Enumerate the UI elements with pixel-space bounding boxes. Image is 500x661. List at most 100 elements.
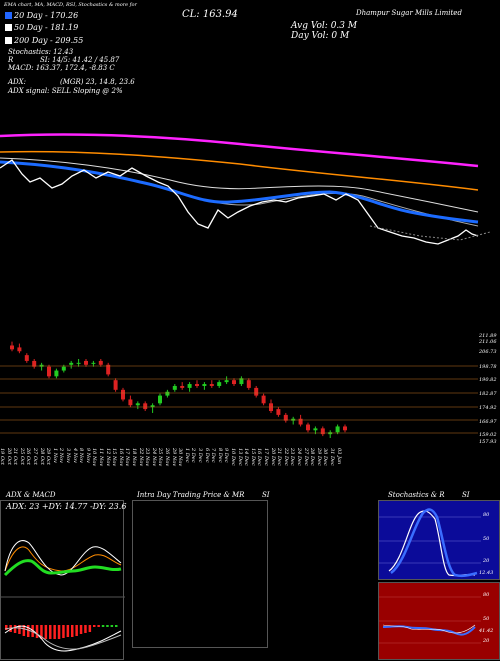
price-tick: 190.82 <box>479 377 497 383</box>
candle-body <box>158 395 162 404</box>
candle-body <box>246 380 251 388</box>
symbol-label: Dhampur Sugar Mills Limited <box>356 9 462 17</box>
adx-white-line <box>4 540 122 576</box>
candle-body <box>224 380 229 383</box>
date-label: 8 Nov <box>78 448 85 463</box>
macd-bar <box>31 625 34 637</box>
candle-body <box>320 428 325 435</box>
date-label: 9 Nov <box>84 448 91 463</box>
date-label: 30 Nov <box>177 448 184 467</box>
date-label: 17 Nov <box>124 448 131 467</box>
ma20-line <box>0 160 479 224</box>
stoch-tick: 20 <box>483 558 490 564</box>
intraday-si: SI <box>262 491 270 499</box>
price-tick: 157.93 <box>479 439 497 445</box>
stoch-k-line <box>388 510 476 577</box>
day-volume: Day Vol: 0 M <box>291 31 350 41</box>
candle-body <box>202 384 207 386</box>
candle-body <box>343 426 347 431</box>
date-label: 18 Nov <box>131 448 137 467</box>
candle-body <box>165 391 170 396</box>
date-label: 15 Nov <box>111 448 118 467</box>
candle-body <box>217 382 222 386</box>
candle-body <box>298 418 303 425</box>
macd-signal-line <box>4 627 122 650</box>
adx-label: ADX: <box>8 78 27 86</box>
macd-bar <box>71 625 74 637</box>
candle-body <box>98 360 103 365</box>
candle-body <box>128 399 133 406</box>
close-price: CL: 163.94 <box>182 9 238 20</box>
rsi-line-thin <box>382 624 476 634</box>
adx-values: (MGR) 23, 14.8, 23.6 <box>60 78 135 86</box>
date-label: 26 Nov <box>164 448 170 467</box>
candle-body <box>254 387 259 396</box>
date-label: 1 Nov <box>51 448 58 463</box>
adx-macd-svg <box>1 540 125 652</box>
date-label: 15 Dec <box>249 448 256 466</box>
macd-bar <box>110 625 114 627</box>
date-label: 11 Nov <box>98 448 104 467</box>
rsi-panel: 80 50 20 41.42 <box>378 582 500 660</box>
candle-body <box>195 384 199 386</box>
ma30-line <box>0 161 479 227</box>
candle-body <box>276 409 281 415</box>
macd-bar <box>101 625 105 627</box>
macd-bar <box>49 625 52 639</box>
candle-body <box>91 362 96 364</box>
rsi-tick: 20 <box>483 638 490 644</box>
macd-bar <box>5 625 8 630</box>
date-label: 1 Dec <box>183 448 190 463</box>
date-label: 14 Dec <box>243 448 250 466</box>
date-label: 27 Oct <box>32 448 38 465</box>
price-tick: 211.89 <box>479 333 497 339</box>
macd-bar <box>9 625 12 632</box>
candle-body <box>17 347 22 352</box>
ma-lines <box>0 133 491 245</box>
date-label: 16 Dec <box>256 448 263 466</box>
macd-bar <box>40 625 43 639</box>
rsi-label: SI: 14/5: 41.42 / 45.87 <box>40 56 120 64</box>
date-label: 23 Nov <box>144 448 151 467</box>
date-label: 29 Nov <box>170 448 177 467</box>
candle-body <box>150 405 155 408</box>
adx-signal: ADX signal: SELL Sloping @ 2% <box>8 87 123 95</box>
macd-bars <box>5 625 118 639</box>
price-tick: 211.06 <box>479 339 497 345</box>
rsi-svg <box>379 596 481 644</box>
macd-bar <box>97 625 100 627</box>
macd-bar <box>75 625 78 636</box>
date-label: 26 Oct <box>25 448 32 465</box>
date-label: 30 Dec <box>322 448 329 466</box>
date-label: 23 Dec <box>289 448 296 466</box>
ma100-line <box>0 150 479 191</box>
ma20-label: 20 Day - 170.26 <box>14 11 79 20</box>
candle-body <box>69 362 74 365</box>
macd-bar <box>93 625 96 627</box>
date-label: 7 Dec <box>210 448 217 463</box>
macd-bar <box>13 625 17 633</box>
ma200-label: 200 Day - 209.55 <box>14 36 84 45</box>
candle-body <box>61 366 66 371</box>
rsi-tick: 80 <box>483 592 490 598</box>
candle-body <box>54 370 59 377</box>
r-label: R <box>8 56 14 64</box>
date-label: 16 Nov <box>117 448 124 467</box>
stoch-label: Stochastics: 12.43 <box>8 48 74 56</box>
date-label: 2 Nov <box>58 448 65 463</box>
macd-bar <box>79 625 83 634</box>
candle-body <box>306 424 310 431</box>
rsi-last: 41.42 <box>479 628 494 634</box>
candle-body <box>135 403 140 406</box>
stoch-last: 12.43 <box>479 570 494 576</box>
stoch-d-line <box>390 508 478 578</box>
macd-bar <box>106 625 109 627</box>
macd-bar <box>66 625 70 637</box>
stoch-tick: 80 <box>483 512 490 518</box>
candle-body <box>283 414 288 421</box>
macd-bar <box>27 625 30 637</box>
price-gridlines <box>0 365 478 434</box>
macd-label: MACD: 163.37, 172.4, -8.83 C <box>8 64 115 72</box>
date-label: 29 Oct <box>45 448 52 465</box>
avg-volume: Avg Vol: 0.3 M <box>291 21 358 31</box>
